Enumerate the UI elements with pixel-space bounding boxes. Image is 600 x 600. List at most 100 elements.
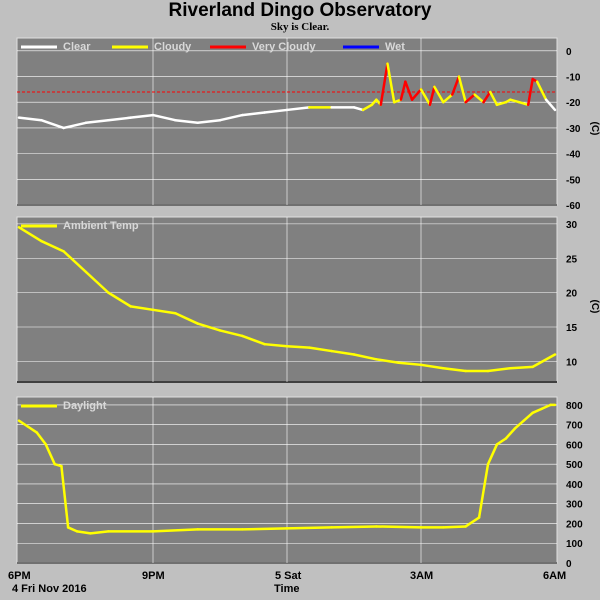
- data-line-segment: [535, 80, 548, 101]
- y-tick-label: -50: [566, 175, 581, 186]
- page-title: Riverland Dingo Observatory: [168, 0, 432, 21]
- data-line-segment: [17, 226, 43, 243]
- y-tick-label: 400: [566, 480, 583, 491]
- data-line-segment: [107, 116, 132, 122]
- data-line-segment: [397, 361, 423, 367]
- data-line-segment: [386, 62, 396, 104]
- legend-label: Daylight: [63, 400, 107, 412]
- data-line-segment: [375, 525, 423, 529]
- data-line-segment: [457, 75, 467, 104]
- y-tick-label: 100: [566, 539, 583, 550]
- x-tick-label: 3AM: [410, 570, 434, 582]
- y-tick-label: 700: [566, 421, 583, 432]
- legend-label: Cloudy: [154, 41, 192, 53]
- data-line-segment: [218, 113, 244, 122]
- data-line-segment: [526, 77, 534, 107]
- y-tick-label: 0: [566, 559, 572, 570]
- data-line-segment: [44, 443, 56, 466]
- data-line-segment: [504, 427, 517, 440]
- data-line-segment: [241, 527, 289, 531]
- data-line-segment: [482, 90, 492, 104]
- legend-label: Clear: [63, 41, 91, 53]
- data-line-segment: [410, 88, 423, 101]
- data-line-segment: [151, 528, 199, 533]
- data-line-segment: [330, 349, 356, 356]
- y-tick-label: 500: [566, 460, 583, 471]
- y-axis-label: (C): [589, 300, 600, 314]
- data-line-segment: [107, 291, 132, 308]
- data-line-segment: [285, 106, 311, 112]
- data-line-segment: [84, 118, 110, 125]
- data-line-segment: [513, 419, 525, 430]
- data-line-segment: [404, 80, 414, 101]
- data-line-segment: [442, 93, 454, 104]
- data-line-segment: [285, 345, 311, 349]
- data-line-segment: [486, 367, 512, 373]
- data-line-segment: [531, 353, 557, 369]
- data-line-segment: [522, 411, 534, 422]
- y-tick-label: 20: [566, 289, 578, 300]
- data-line-segment: [62, 121, 88, 130]
- x-tick-label: 9PM: [142, 570, 165, 582]
- y-tick-label: 30: [566, 220, 578, 231]
- x-axis-start-date: 4 Fri Nov 2016: [12, 583, 87, 595]
- data-line-segment: [352, 106, 365, 112]
- data-line-segment: [473, 93, 485, 104]
- data-line-segment: [17, 419, 30, 428]
- y-tick-label: 200: [566, 519, 583, 530]
- data-line-segment: [330, 525, 378, 529]
- y-tick-label: 800: [566, 401, 583, 412]
- data-line-segment: [196, 118, 222, 125]
- data-line-segment: [60, 464, 70, 529]
- sky-status: Sky is Clear.: [270, 21, 330, 33]
- data-line-segment: [379, 62, 389, 107]
- data-line-segment: [486, 443, 499, 466]
- data-line-segment: [129, 113, 155, 119]
- data-line-segment: [241, 334, 266, 346]
- data-line-segment: [518, 100, 530, 107]
- data-line-segment: [375, 358, 400, 364]
- data-line-segment: [285, 526, 333, 530]
- data-line-segment: [509, 98, 521, 104]
- data-line-segment: [495, 100, 508, 107]
- data-line-segment: [464, 516, 481, 528]
- data-line-segment: [419, 363, 445, 370]
- data-line-segment: [26, 425, 39, 434]
- x-axis-label: Time: [274, 583, 300, 595]
- data-line-segment: [361, 103, 374, 112]
- data-line-segment: [451, 75, 461, 96]
- y-tick-label: -60: [566, 201, 581, 212]
- data-line-segment: [477, 462, 490, 519]
- y-tick-label: -40: [566, 150, 581, 161]
- data-line-segment: [35, 431, 48, 446]
- data-line-segment: [399, 80, 407, 101]
- data-line-segment: [488, 90, 499, 107]
- data-line-segment: [263, 342, 289, 348]
- x-tick-label: 6AM: [543, 570, 567, 582]
- y-tick-label: 10: [566, 357, 578, 368]
- chart-panel-daylight: 800 700 600 500 400 300 200 100 0 Daylight: [16, 396, 583, 570]
- y-tick-label: -30: [566, 124, 581, 135]
- data-line-segment: [540, 403, 552, 411]
- chart-panel-ambient: 30 25 20 15 10 (C) Ambient Temp: [16, 216, 600, 383]
- data-line-segment: [531, 407, 543, 415]
- data-line-segment: [428, 85, 436, 107]
- data-line-segment: [62, 250, 88, 274]
- y-axis-label: (C): [589, 122, 600, 136]
- legend-label: Ambient Temp: [63, 220, 139, 232]
- data-line-segment: [442, 367, 467, 373]
- data-line-segment: [464, 93, 476, 104]
- data-line-segment: [495, 437, 508, 446]
- x-tick-label: 6PM: [8, 570, 31, 582]
- data-line-segment: [419, 88, 432, 107]
- y-tick-label: -20: [566, 98, 581, 109]
- data-line-segment: [40, 239, 65, 253]
- y-tick-label: 300: [566, 500, 583, 511]
- data-line-segment: [263, 108, 289, 114]
- chart-panel-sky: 0 -10 -20 -30 -40 -50 -60 (C) Clear Cloudy Very Cl…: [16, 37, 600, 212]
- data-line-segment: [84, 270, 110, 294]
- data-line-segment: [89, 530, 110, 535]
- y-tick-label: -10: [566, 73, 581, 84]
- x-tick-label: 5 Sat: [275, 570, 302, 582]
